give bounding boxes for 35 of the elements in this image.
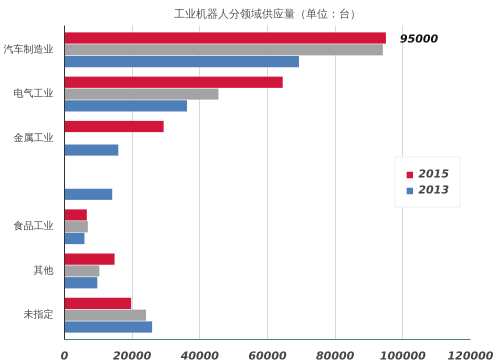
y-tick-label: 食品工业	[14, 220, 54, 232]
y-tick-label: 金属工业	[14, 132, 54, 144]
x-tick-label: 60000	[248, 350, 287, 362]
y-tick-label: 其他	[34, 264, 54, 276]
bar	[64, 120, 164, 132]
x-tick-label: 40000	[180, 350, 220, 362]
x-tick-label: 120000	[448, 350, 494, 362]
x-tick-label: 80000	[316, 350, 355, 362]
bar	[64, 310, 146, 321]
x-tick-label: 0	[60, 350, 69, 362]
bar	[64, 32, 386, 44]
bar	[64, 76, 283, 88]
bar	[64, 100, 187, 112]
bar	[64, 221, 88, 232]
legend-label: 2015	[418, 168, 449, 180]
y-tick-label: 汽车制造业	[4, 43, 54, 56]
x-tick-label: 100000	[380, 350, 426, 362]
bar	[64, 44, 383, 56]
bar	[64, 232, 84, 244]
bar	[64, 56, 299, 68]
bar	[64, 88, 218, 100]
bar	[64, 265, 100, 277]
bar	[64, 321, 152, 333]
bar	[64, 254, 115, 265]
x-tick-label: 20000	[113, 350, 152, 362]
data-label: 95000	[400, 32, 439, 46]
bar	[64, 209, 87, 221]
y-tick-label: 电气工业	[14, 88, 54, 100]
chart-title: 工业机器人分领域供应量（单位：台）	[174, 8, 361, 20]
bar	[64, 144, 118, 156]
y-tick-label: 未指定	[24, 308, 54, 321]
legend-label: 2013	[418, 184, 449, 196]
bar	[64, 298, 132, 309]
bar	[64, 277, 98, 288]
bar	[64, 188, 112, 200]
